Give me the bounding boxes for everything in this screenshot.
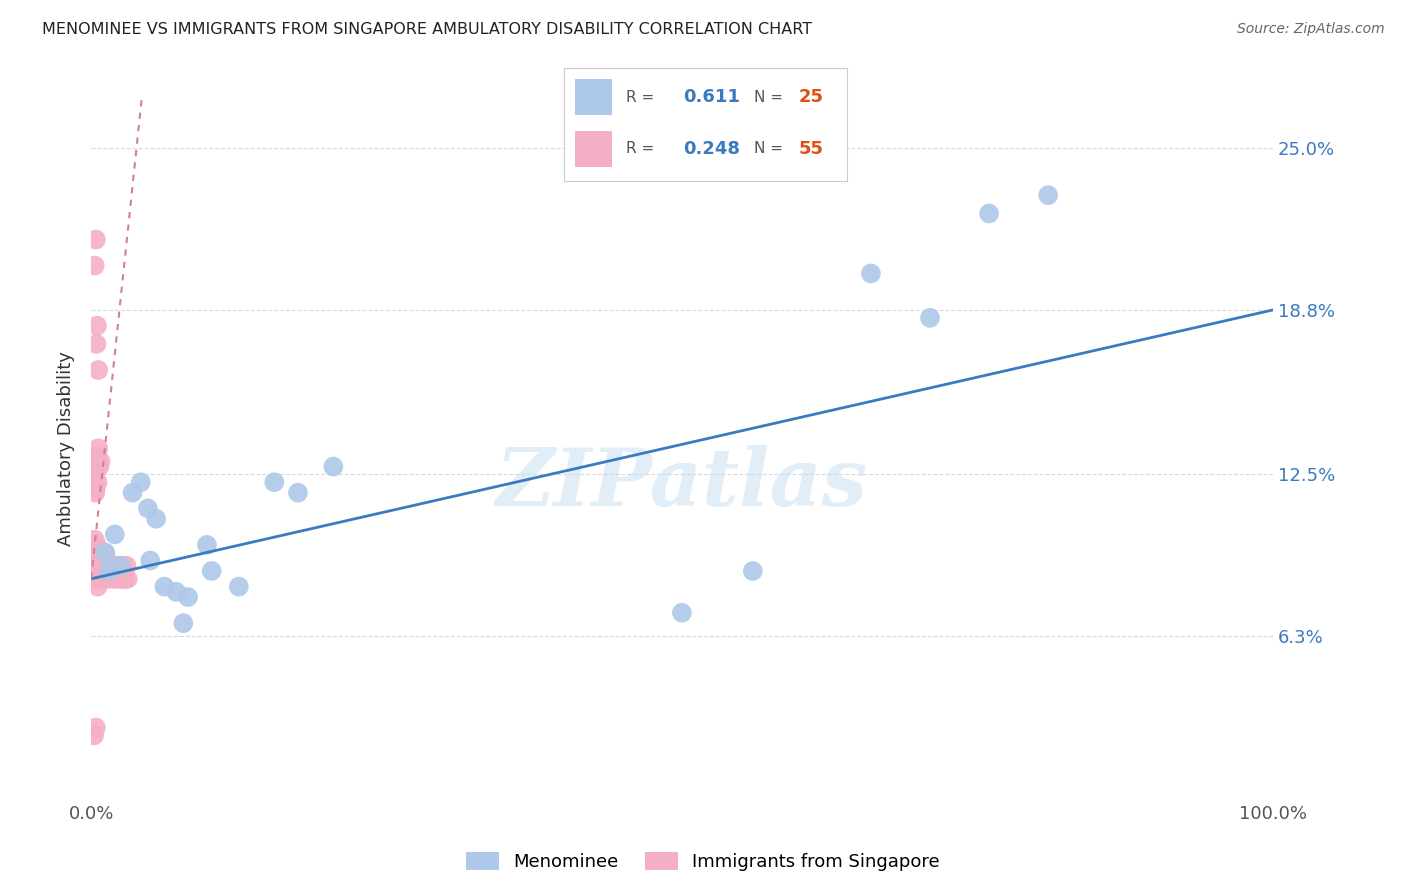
- Point: [859, 267, 882, 281]
- Point: [121, 485, 143, 500]
- Point: [172, 616, 194, 631]
- Point: [90, 564, 112, 578]
- Point: [201, 564, 224, 578]
- Point: [86, 546, 108, 560]
- Point: [918, 310, 941, 325]
- Point: [86, 337, 108, 351]
- Point: [117, 572, 139, 586]
- Point: [108, 564, 131, 578]
- Point: [90, 558, 112, 573]
- Point: [93, 558, 115, 573]
- Point: [111, 558, 134, 573]
- Point: [83, 572, 105, 586]
- Point: [86, 475, 108, 490]
- Point: [177, 590, 200, 604]
- Point: [741, 564, 763, 578]
- Point: [87, 442, 110, 456]
- Point: [84, 480, 107, 494]
- Point: [83, 259, 105, 273]
- Point: [83, 546, 105, 560]
- Point: [84, 485, 107, 500]
- Point: [263, 475, 285, 490]
- Point: [100, 558, 122, 573]
- Point: [322, 459, 344, 474]
- Point: [91, 553, 114, 567]
- Point: [89, 459, 111, 474]
- Text: ZIPatlas: ZIPatlas: [496, 445, 868, 523]
- Point: [84, 553, 107, 567]
- Point: [97, 558, 120, 573]
- Point: [84, 564, 107, 578]
- Point: [82, 558, 104, 573]
- Text: Source: ZipAtlas.com: Source: ZipAtlas.com: [1237, 22, 1385, 37]
- Point: [97, 564, 120, 578]
- Legend: Menominee, Immigrants from Singapore: Menominee, Immigrants from Singapore: [458, 845, 948, 879]
- Point: [84, 721, 107, 735]
- Point: [165, 584, 187, 599]
- Point: [671, 606, 693, 620]
- Point: [977, 206, 1000, 220]
- Point: [136, 501, 159, 516]
- Point: [94, 572, 117, 586]
- Point: [112, 564, 135, 578]
- Point: [96, 553, 118, 567]
- Point: [91, 564, 114, 578]
- Point: [87, 572, 110, 586]
- Point: [90, 572, 112, 586]
- Point: [98, 572, 121, 586]
- Point: [104, 572, 127, 586]
- Point: [83, 728, 105, 742]
- Point: [107, 572, 129, 586]
- Point: [89, 572, 111, 586]
- Point: [86, 538, 108, 552]
- Point: [87, 564, 110, 578]
- Point: [145, 512, 167, 526]
- Point: [83, 467, 105, 482]
- Point: [86, 449, 108, 463]
- Point: [83, 533, 105, 547]
- Point: [87, 363, 110, 377]
- Point: [228, 580, 250, 594]
- Point: [86, 580, 108, 594]
- Point: [84, 233, 107, 247]
- Point: [105, 558, 128, 573]
- Point: [1036, 188, 1059, 202]
- Point: [195, 538, 218, 552]
- Y-axis label: Ambulatory Disability: Ambulatory Disability: [58, 351, 75, 546]
- Point: [153, 580, 176, 594]
- Point: [110, 572, 132, 586]
- Point: [114, 572, 136, 586]
- Point: [287, 485, 309, 500]
- Point: [89, 558, 111, 573]
- Point: [86, 318, 108, 333]
- Point: [101, 564, 124, 578]
- Point: [90, 454, 112, 468]
- Point: [112, 572, 135, 586]
- Point: [129, 475, 152, 490]
- Point: [139, 553, 162, 567]
- Point: [104, 564, 127, 578]
- Point: [94, 546, 117, 560]
- Text: MENOMINEE VS IMMIGRANTS FROM SINGAPORE AMBULATORY DISABILITY CORRELATION CHART: MENOMINEE VS IMMIGRANTS FROM SINGAPORE A…: [42, 22, 813, 37]
- Point: [115, 558, 138, 573]
- Point: [97, 564, 120, 578]
- Point: [104, 527, 127, 541]
- Point: [103, 558, 125, 573]
- Point: [93, 546, 115, 560]
- Point: [110, 558, 132, 573]
